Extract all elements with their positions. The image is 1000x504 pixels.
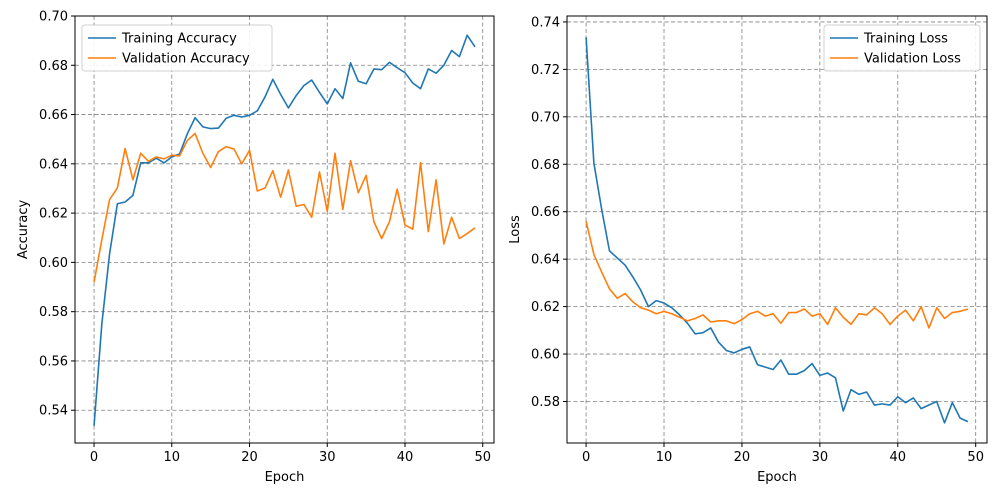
y-tick-label: 0.74 bbox=[531, 15, 560, 30]
x-tick-label: 10 bbox=[164, 450, 181, 465]
accuracy-chart: 0 10 20 30 40 50 0.54 0.56 0.58 0.60 0.62 0.64 0.66 0… bbox=[16, 10, 495, 485]
x-tick-label: 50 bbox=[474, 450, 491, 465]
y-tick-label: 0.66 bbox=[531, 205, 560, 220]
x-tick-label: 10 bbox=[656, 450, 673, 465]
legend-label: Training Loss bbox=[863, 32, 948, 47]
y-tick-label: 0.58 bbox=[39, 305, 68, 320]
x-tick-label: 0 bbox=[582, 450, 590, 465]
y-tick-label: 0.62 bbox=[39, 207, 68, 222]
legend-label: Validation Loss bbox=[864, 52, 961, 67]
loss-chart: 0 10 20 30 40 50 0.58 0.60 0.62 0.64 0.66 0.68 0.70 0… bbox=[508, 15, 988, 485]
legend-box bbox=[823, 24, 981, 72]
legend: Training Accuracy Validation Accuracy bbox=[81, 24, 273, 72]
x-tick-label: 20 bbox=[241, 450, 258, 465]
y-tick-label: 0.58 bbox=[531, 395, 560, 410]
y-tick-label: 0.68 bbox=[39, 59, 68, 74]
legend-label: Validation Accuracy bbox=[122, 52, 250, 67]
x-tick-label: 0 bbox=[90, 450, 98, 465]
y-tick-label: 0.66 bbox=[39, 108, 68, 123]
x-tick-label: 30 bbox=[319, 450, 336, 465]
x-tick-label: 20 bbox=[734, 450, 751, 465]
x-axis-label: Epoch bbox=[757, 470, 797, 485]
y-tick-label: 0.64 bbox=[39, 157, 68, 172]
axes-frame bbox=[566, 15, 988, 444]
y-axis-label: Loss bbox=[508, 215, 523, 244]
y-tick-label: 0.72 bbox=[531, 63, 560, 78]
x-tick-label: 30 bbox=[812, 450, 829, 465]
legend-label: Training Accuracy bbox=[121, 32, 237, 47]
legend-box bbox=[81, 24, 273, 72]
axes-frame bbox=[74, 15, 495, 444]
y-tick-label: 0.60 bbox=[531, 348, 560, 363]
x-axis-label: Epoch bbox=[265, 470, 305, 485]
series-line-training bbox=[93, 34, 476, 426]
y-tick-label: 0.70 bbox=[39, 10, 68, 25]
x-tick-label: 50 bbox=[967, 450, 984, 465]
y-tick-label: 0.70 bbox=[531, 110, 560, 125]
x-tick-label: 40 bbox=[890, 450, 907, 465]
series-line-validation bbox=[585, 221, 969, 329]
series-line-validation bbox=[93, 132, 476, 283]
y-tick-label: 0.56 bbox=[39, 354, 68, 369]
x-tick-label: 40 bbox=[397, 450, 414, 465]
series-line-training bbox=[585, 37, 969, 424]
y-tick-label: 0.62 bbox=[531, 300, 560, 315]
y-tick-label: 0.54 bbox=[39, 404, 68, 419]
y-axis-label: Accuracy bbox=[16, 200, 31, 260]
legend: Training Loss Validation Loss bbox=[823, 24, 981, 72]
y-tick-label: 0.68 bbox=[531, 158, 560, 173]
y-tick-label: 0.60 bbox=[39, 256, 68, 271]
y-tick-label: 0.64 bbox=[531, 253, 560, 268]
